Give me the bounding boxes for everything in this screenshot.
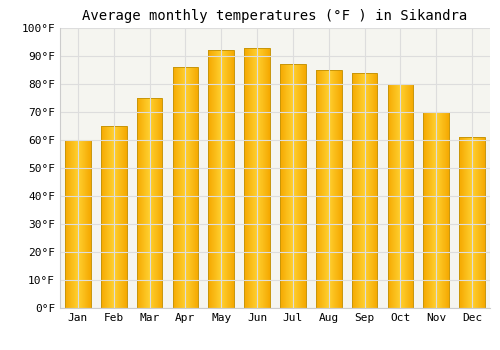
Bar — [101, 126, 126, 308]
Bar — [459, 137, 485, 308]
Bar — [424, 112, 449, 308]
Bar — [352, 73, 378, 308]
Bar — [244, 48, 270, 308]
Title: Average monthly temperatures (°F ) in Sikandra: Average monthly temperatures (°F ) in Si… — [82, 9, 468, 23]
Bar — [65, 140, 91, 308]
Bar — [136, 98, 162, 308]
Bar — [316, 70, 342, 308]
Bar — [280, 64, 306, 308]
Bar — [388, 84, 413, 308]
Bar — [208, 50, 234, 308]
Bar — [172, 67, 199, 308]
